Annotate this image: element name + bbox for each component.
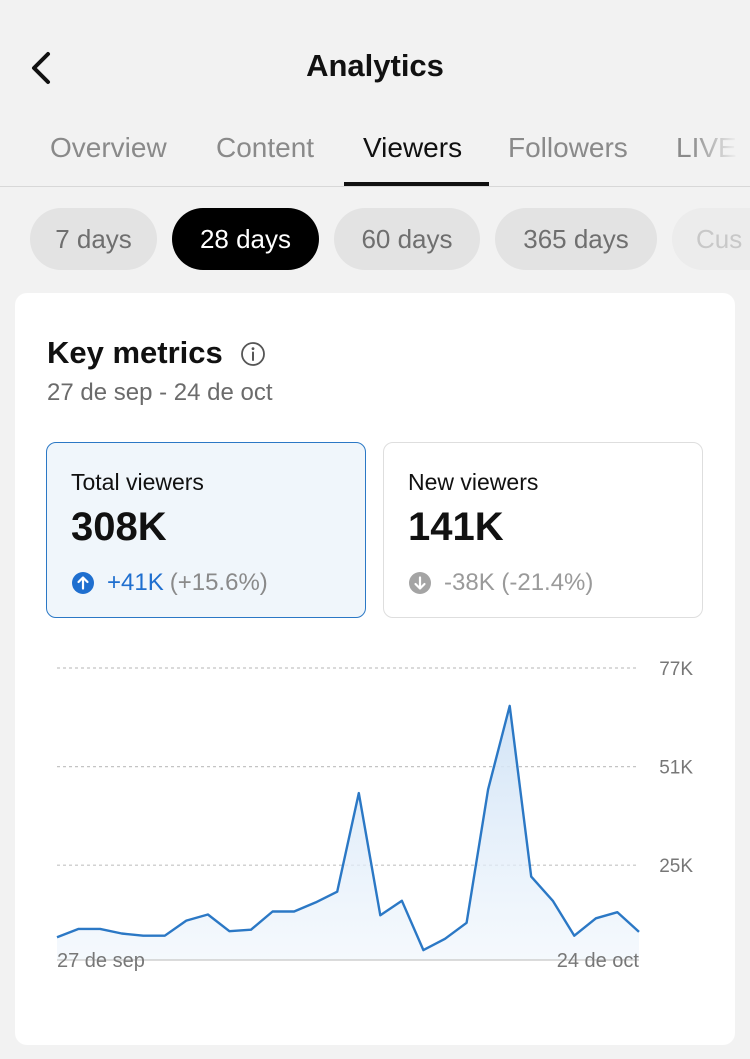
chart-line [56, 704, 640, 952]
page-title: Analytics [306, 48, 444, 83]
y-tick-label: 51K [659, 758, 693, 779]
y-tick-label: 77K [659, 659, 693, 680]
chart-area [57, 705, 639, 960]
viewers-chart: 77K 51K 25K 27 de sep 24 de oct [56, 659, 693, 972]
date-range: 27 de sep - 24 de oct [47, 379, 273, 406]
range-7-days[interactable]: 7 days [30, 208, 157, 270]
range-28-days[interactable]: 28 days [172, 208, 319, 270]
metric-label: Total viewers [71, 469, 204, 495]
tab-overview[interactable]: Overview [50, 132, 167, 163]
x-tick-label-end: 24 de oct [557, 950, 640, 972]
change-amount: +41K [107, 569, 164, 596]
tab-followers[interactable]: Followers [508, 132, 628, 163]
info-icon[interactable] [240, 341, 266, 367]
range-60-days[interactable]: 60 days [334, 208, 480, 270]
chevron-left-icon [32, 52, 50, 84]
metric-value: 308K [71, 505, 167, 549]
back-button[interactable] [22, 46, 62, 90]
metric-value: 141K [408, 505, 504, 549]
range-365-days[interactable]: 365 days [495, 208, 657, 270]
key-metrics-title: Key metrics [47, 335, 223, 370]
change-amount: -38K (-21.4%) [444, 569, 594, 596]
x-tick-label-start: 27 de sep [57, 950, 145, 972]
y-tick-label: 25K [659, 856, 693, 877]
range-selector: 7 days 28 days 60 days 365 days Cus [0, 208, 750, 272]
metric-change: -38K (-21.4%) [408, 569, 593, 597]
key-metrics-card: Key metrics 27 de sep - 24 de oct Total … [15, 293, 735, 1045]
metric-label: New viewers [408, 469, 539, 495]
arrow-down-circle-icon [409, 572, 431, 594]
tab-bar: Overview Content Viewers Followers LIVE [0, 110, 750, 187]
range-custom[interactable]: Cus [672, 208, 750, 270]
arrow-up-circle-icon [72, 572, 94, 594]
active-tab-indicator [344, 182, 489, 186]
metric-change: +41K (+15.6%) [71, 569, 268, 597]
tab-viewers[interactable]: Viewers [363, 132, 463, 163]
tab-fade [690, 110, 750, 186]
header: Analytics [0, 0, 750, 110]
tab-content[interactable]: Content [216, 132, 315, 163]
metric-card-new-viewers[interactable]: New viewers 141K -38K (-21.4%) [383, 442, 703, 618]
change-percent: (+15.6%) [169, 569, 268, 596]
metric-card-total-viewers[interactable]: Total viewers 308K +41K (+15.6%) [46, 442, 366, 618]
